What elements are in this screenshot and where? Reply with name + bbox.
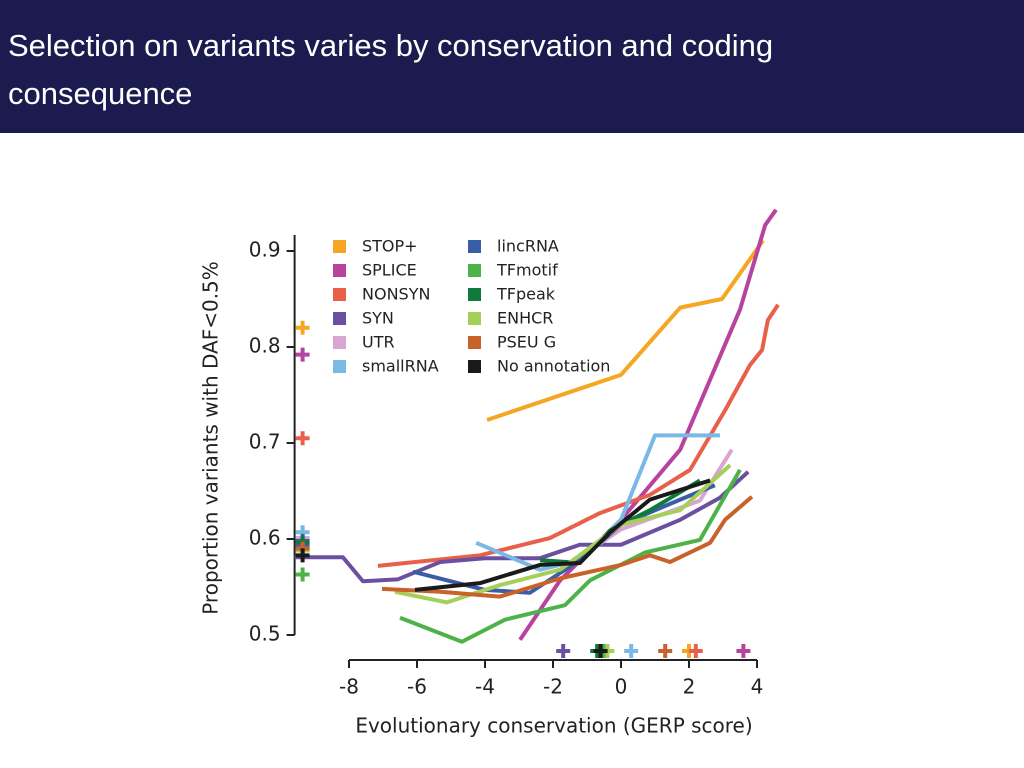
legend-label: ENHCR <box>497 309 553 328</box>
y-tick-label: 0.9 <box>249 238 281 262</box>
mean-marker <box>295 548 310 563</box>
legend-swatch <box>333 336 346 349</box>
legend-label: smallRNA <box>362 357 439 376</box>
legend-label: STOP+ <box>362 237 418 256</box>
x-tick-label: -8 <box>339 675 359 699</box>
x-tick-label: 0 <box>615 675 628 699</box>
median-marker <box>688 644 703 658</box>
x-tick-label: -2 <box>543 675 563 699</box>
header-band: Selection on variants varies by conserva… <box>0 0 1024 133</box>
legend-swatch <box>333 288 346 301</box>
legend-swatch <box>333 360 346 373</box>
mean-marker <box>295 347 310 362</box>
legend-label: SYN <box>362 309 394 328</box>
series-line <box>381 495 754 599</box>
median-marker <box>624 644 639 658</box>
y-tick-label: 0.5 <box>249 622 281 646</box>
y-tick-label: 0.7 <box>249 430 281 454</box>
legend-swatch <box>468 240 481 253</box>
legend-label: lincRNA <box>497 237 559 256</box>
median-marker <box>556 644 571 658</box>
median-marker <box>736 644 751 658</box>
y-tick-label: 0.6 <box>249 526 281 550</box>
legend-label: TFpeak <box>496 285 556 304</box>
series-line <box>475 433 720 572</box>
mean-marker <box>295 567 310 582</box>
x-axis-label: Evolutionary conservation (GERP score) <box>355 714 752 738</box>
series-line <box>399 468 742 644</box>
legend-swatch <box>333 264 346 277</box>
legend-swatch <box>468 336 481 349</box>
y-tick-label: 0.8 <box>249 334 281 358</box>
x-tick-label: 4 <box>751 675 764 699</box>
legend-swatch <box>333 312 346 325</box>
y-axis-label: Proportion variants with DAF<0.5% <box>199 261 223 615</box>
legend-swatch <box>468 288 481 301</box>
x-tick-label: -4 <box>475 675 495 699</box>
x-tick-label: 2 <box>683 675 696 699</box>
series-line <box>377 303 780 568</box>
median-marker <box>593 644 608 658</box>
mean-marker <box>295 320 310 335</box>
legend-swatch <box>468 360 481 373</box>
legend-swatch <box>468 312 481 325</box>
x-tick-label: -6 <box>407 675 427 699</box>
slide-title: Selection on variants varies by conserva… <box>8 28 774 111</box>
median-marker <box>658 644 673 658</box>
legend-label: NONSYN <box>362 285 430 304</box>
legend-label: SPLICE <box>362 261 417 280</box>
legend-label: TFmotif <box>496 261 558 280</box>
series-line <box>414 478 711 592</box>
mean-marker <box>295 431 310 446</box>
legend-label: PSEU G <box>497 333 556 352</box>
series-line <box>394 463 732 605</box>
legend-swatch <box>333 240 346 253</box>
legend-label: No annotation <box>497 357 610 376</box>
legend-swatch <box>468 264 481 277</box>
legend-label: UTR <box>362 333 395 352</box>
series-line <box>486 239 765 422</box>
